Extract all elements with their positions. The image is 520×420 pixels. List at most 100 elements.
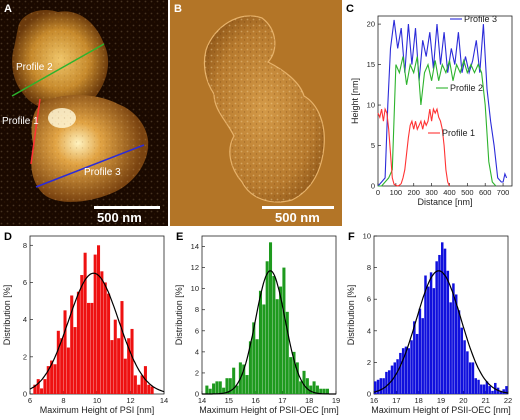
panel-a: Profile 2 Profile 1 Profile 3 500 nm A [0, 0, 168, 226]
histogram-bar [457, 310, 461, 394]
histogram-bar [468, 362, 472, 394]
y-tick-label: 6 [23, 278, 27, 287]
y-tick-label: 5 [371, 141, 375, 150]
histogram-bar [232, 367, 236, 394]
y-tick-label: 6 [367, 295, 371, 304]
histogram-bar [292, 351, 296, 394]
y-tick-label: 0 [371, 182, 375, 191]
plot-frame [377, 15, 513, 187]
x-tick-label: 16 [370, 396, 378, 405]
panel-letter-f: F [348, 231, 355, 243]
histogram-bar [415, 333, 419, 394]
y-tick-label: 8 [23, 241, 27, 250]
histogram-bar [245, 375, 249, 394]
histogram-bar [480, 384, 483, 394]
histogram-bar [215, 381, 219, 394]
histogram-bar [471, 362, 475, 394]
x-tick-label: 16 [251, 396, 259, 405]
histogram-bar [76, 291, 80, 394]
x-tick-label: 8 [61, 396, 65, 405]
panel-letter-c: C [346, 3, 354, 15]
y-tick-label: 8 [367, 263, 371, 272]
histogram-bar [46, 366, 50, 394]
histogram-bar [435, 261, 438, 394]
histogram-bar [482, 384, 486, 394]
histogram-bar [424, 275, 427, 394]
x-tick-label: 22 [504, 396, 512, 405]
x-tick-label: 14 [160, 396, 168, 405]
x-tick-label: 300 [425, 188, 438, 197]
y-tick-label: 10 [367, 101, 375, 110]
y-tick-label: 20 [367, 20, 375, 29]
histogram-bar [474, 378, 477, 394]
x-tick-label: 400 [443, 188, 456, 197]
x-axis-label: Distance [nm] [417, 197, 472, 207]
histogram-bar [50, 360, 54, 394]
histogram-bar [133, 375, 137, 394]
histogram-bar [269, 242, 273, 394]
histogram-bar [275, 299, 279, 394]
histogram-bar [302, 370, 306, 394]
histogram-bar [279, 286, 283, 394]
y-axis-label: Distribution [%] [2, 285, 12, 346]
histogram-bar [258, 290, 262, 394]
histogram-bar [205, 385, 209, 394]
y-axis-label: Distribution [%] [174, 285, 184, 346]
x-tick-label: 12 [126, 396, 134, 405]
histogram-bar [222, 387, 226, 394]
y-tick-label: 4 [23, 315, 27, 324]
histogram-bar [140, 375, 144, 394]
y-tick-label: 14 [191, 242, 199, 251]
histogram-bar [70, 295, 74, 394]
histogram-bar [33, 384, 37, 394]
x-tick-label: 500 [461, 188, 474, 197]
x-tick-label: 10 [93, 396, 101, 405]
histogram-bar [272, 276, 276, 394]
histogram-bar [100, 271, 104, 394]
histogram-bar [427, 286, 430, 394]
histogram-bar [137, 384, 141, 394]
x-tick-label: 100 [390, 188, 403, 197]
histogram-bar [421, 318, 424, 394]
histogram-bar [441, 242, 444, 394]
histogram-bar [466, 351, 469, 394]
profile-1-line [30, 98, 41, 165]
y-tick-label: 2 [367, 358, 371, 367]
y-tick-label: 0 [367, 390, 371, 399]
y-tick-label: 6 [195, 326, 199, 335]
histogram-bar [401, 348, 405, 394]
histogram-bar [477, 379, 480, 394]
histogram-bar [396, 359, 399, 394]
panel-letter-b: B [174, 3, 182, 15]
histogram-bar [379, 378, 383, 394]
y-tick-label: 2 [195, 368, 199, 377]
x-tick-label: 21 [481, 396, 489, 405]
y-tick-label: 12 [191, 263, 199, 272]
y-tick-label: 2 [23, 352, 27, 361]
histogram-bar [73, 327, 77, 394]
histogram-bar [66, 347, 70, 394]
x-tick-label: 20 [459, 396, 467, 405]
series-line-profile-1 [377, 107, 451, 187]
histogram-bar [110, 340, 114, 394]
histogram-bar [452, 283, 455, 394]
histogram-bar [443, 248, 447, 394]
legend-label: Profile 1 [442, 128, 475, 138]
histogram-bar [289, 357, 293, 394]
histogram-bar [252, 322, 256, 394]
series-line-profile-3 [377, 19, 508, 187]
profile-2-label: Profile 2 [16, 62, 53, 73]
x-tick-label: 200 [407, 188, 420, 197]
histogram-bar [449, 302, 452, 394]
histogram-bar [322, 388, 326, 394]
histogram-bar [385, 371, 388, 394]
x-tick-label: 15 [225, 396, 233, 405]
histogram-bar [382, 378, 385, 394]
y-tick-label: 10 [191, 284, 199, 293]
histogram-bar [218, 381, 222, 394]
scalebar-b [262, 206, 334, 209]
x-tick-label: 600 [479, 188, 492, 197]
series-line-profile-2 [378, 56, 497, 187]
y-axis-label: Height [nm] [350, 78, 360, 124]
histogram-bar [265, 261, 269, 394]
